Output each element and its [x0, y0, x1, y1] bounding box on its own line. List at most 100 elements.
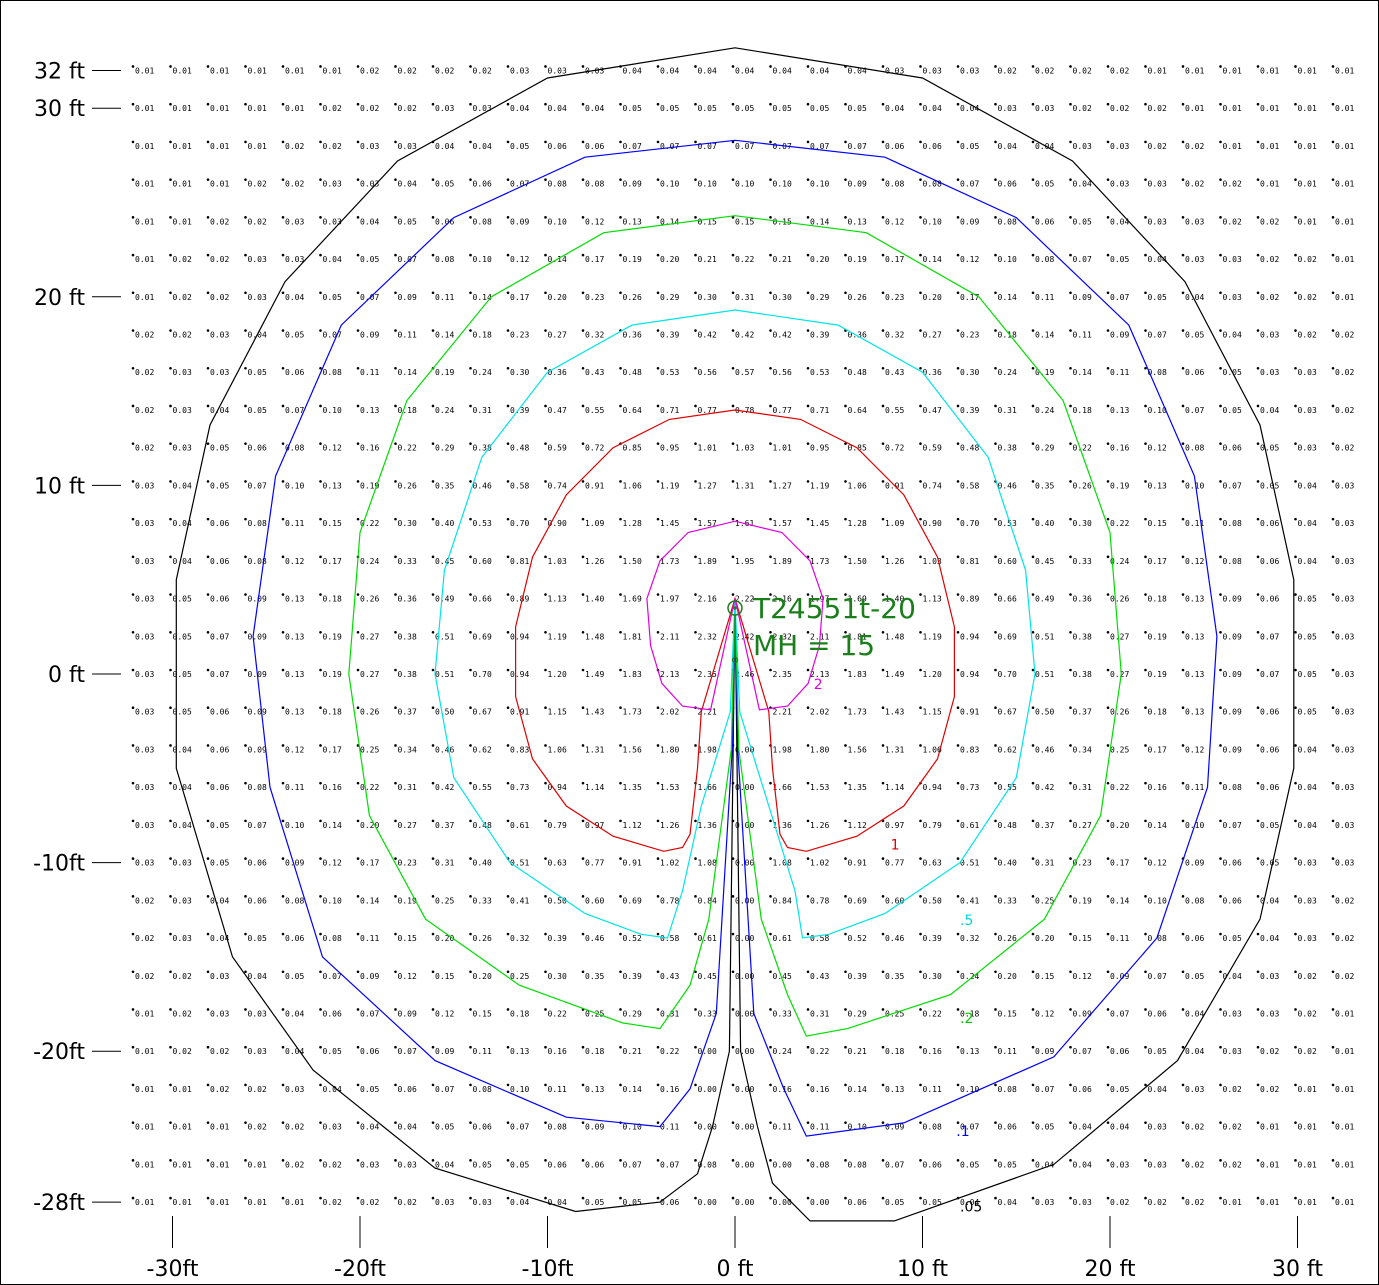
- grid-point: [431, 706, 435, 710]
- grid-point: [919, 442, 922, 445]
- grid-value: 0.60: [885, 896, 904, 905]
- grid-point: [1219, 668, 1222, 672]
- grid-value: 0.02: [1148, 1198, 1167, 1207]
- grid-value: 1.53: [810, 783, 829, 792]
- grid-value: 0.04: [1298, 481, 1317, 490]
- grid-value: 0.05: [848, 104, 867, 113]
- contour-level-label: .05: [960, 1200, 982, 1216]
- grid-point: [731, 1159, 735, 1162]
- grid-point: [956, 1045, 960, 1049]
- grid-value: 0.00: [735, 1047, 754, 1056]
- contour-level-label: .1: [956, 1124, 969, 1140]
- grid-point: [1144, 706, 1147, 710]
- grid-value: 0.08: [810, 1160, 829, 1169]
- grid-point: [281, 895, 285, 898]
- grid-point: [544, 706, 547, 710]
- grid-value: 0.09: [960, 217, 979, 226]
- grid-point: [506, 668, 510, 672]
- grid-value: 0.03: [1185, 255, 1204, 264]
- grid-point: [319, 178, 322, 181]
- grid-point: [656, 253, 660, 257]
- grid-point: [1031, 1159, 1035, 1162]
- grid-point: [244, 932, 247, 936]
- grid-point: [431, 442, 435, 445]
- grid-value: 0.26: [1110, 595, 1129, 604]
- grid-value: 0.22: [810, 1047, 829, 1056]
- grid-point: [844, 102, 847, 106]
- grid-value: 0.01: [1260, 1160, 1279, 1169]
- grid-point: [1181, 65, 1185, 68]
- grid-value: 0.56: [698, 368, 717, 377]
- grid-point: [1256, 706, 1260, 710]
- grid-point: [1181, 668, 1185, 672]
- grid-value: 0.39: [810, 331, 829, 340]
- grid-value: 0.33: [398, 557, 417, 566]
- grid-point: [581, 1196, 585, 1200]
- grid-point: [431, 857, 435, 860]
- grid-point: [881, 480, 885, 483]
- grid-point: [956, 442, 960, 445]
- grid-value: 0.13: [360, 406, 379, 415]
- grid-point: [619, 593, 622, 596]
- grid-value: 0.03: [473, 104, 492, 113]
- grid-value: 1.36: [773, 821, 792, 830]
- grid-value: 0.13: [1148, 481, 1167, 490]
- grid-value: 0.02: [1223, 1085, 1242, 1094]
- grid-value: 0.01: [1298, 1085, 1317, 1094]
- grid-value: 0.03: [960, 66, 979, 75]
- grid-point: [656, 932, 660, 936]
- grid-point: [1256, 1083, 1260, 1087]
- grid-point: [806, 178, 810, 181]
- grid-value: 0.06: [1148, 1009, 1167, 1018]
- grid-point: [169, 442, 172, 445]
- grid-value: 0.11: [435, 293, 454, 302]
- grid-value: 1.53: [660, 783, 679, 792]
- grid-value: 0.03: [1335, 632, 1354, 641]
- grid-point: [731, 1008, 735, 1011]
- grid-point: [1106, 706, 1110, 710]
- grid-point: [1144, 1045, 1147, 1049]
- grid-point: [131, 668, 135, 672]
- grid-point: [1106, 480, 1110, 483]
- grid-point: [656, 857, 660, 860]
- grid-point: [881, 102, 885, 106]
- grid-value: 0.69: [998, 632, 1017, 641]
- grid-value: 0.03: [135, 821, 154, 830]
- grid-value: 0.05: [1035, 1123, 1054, 1132]
- grid-point: [544, 65, 547, 68]
- grid-point: [1069, 781, 1072, 785]
- grid-point: [694, 366, 697, 370]
- grid-value: 0.12: [285, 745, 304, 754]
- grid-value: 1.27: [698, 481, 717, 490]
- grid-point: [169, 1159, 172, 1162]
- grid-point: [319, 1159, 322, 1162]
- grid-value: 0.00: [735, 1160, 754, 1169]
- grid-point: [619, 366, 622, 370]
- grid-point: [1331, 140, 1335, 144]
- grid-point: [1181, 366, 1185, 370]
- grid-point: [844, 517, 847, 521]
- grid-value: 1.20: [548, 670, 567, 679]
- grid-value: 0.05: [435, 180, 454, 189]
- grid-point: [956, 857, 960, 860]
- grid-value: 1.27: [773, 481, 792, 490]
- grid-value: 0.02: [360, 1198, 379, 1207]
- grid-value: 0.48: [848, 368, 867, 377]
- grid-point: [956, 593, 960, 596]
- grid-point: [1069, 555, 1072, 559]
- grid-point: [956, 480, 960, 483]
- grid-value: 0.02: [1298, 1009, 1317, 1018]
- grid-value: 1.09: [885, 519, 904, 528]
- grid-point: [881, 291, 885, 295]
- grid-point: [319, 1045, 322, 1049]
- grid-value: 0.22: [923, 1009, 942, 1018]
- grid-value: 0.78: [660, 896, 679, 905]
- grid-point: [881, 517, 885, 521]
- grid-point: [619, 253, 622, 257]
- grid-value: 0.05: [1298, 708, 1317, 717]
- grid-point: [206, 1196, 210, 1200]
- grid-point: [394, 216, 397, 219]
- grid-value: 0.53: [998, 519, 1017, 528]
- grid-point: [919, 1196, 922, 1200]
- grid-point: [131, 630, 135, 634]
